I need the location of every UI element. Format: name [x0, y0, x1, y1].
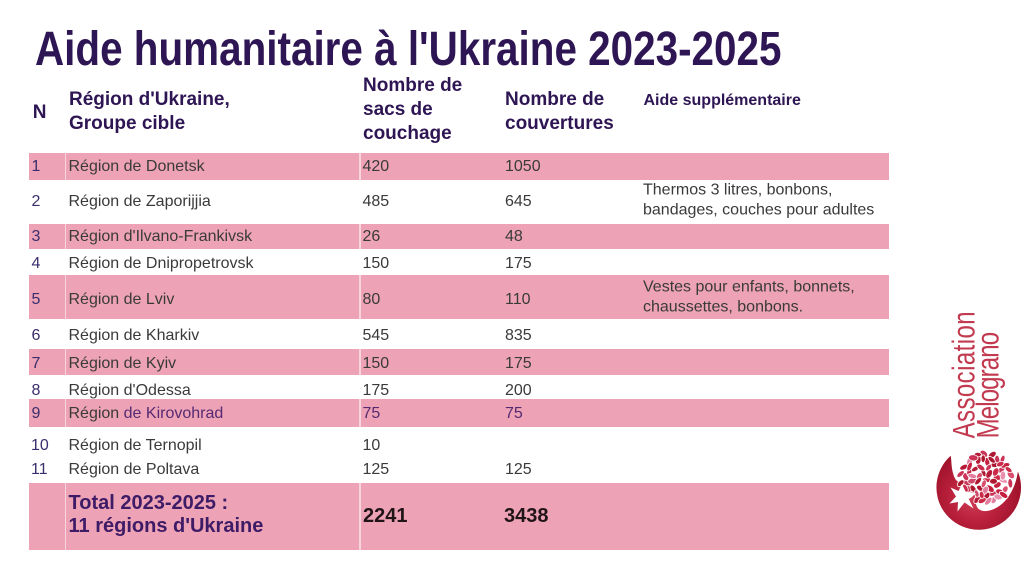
svg-text:Association: Association [946, 311, 981, 438]
svg-text:Melograno: Melograno [971, 332, 1006, 438]
